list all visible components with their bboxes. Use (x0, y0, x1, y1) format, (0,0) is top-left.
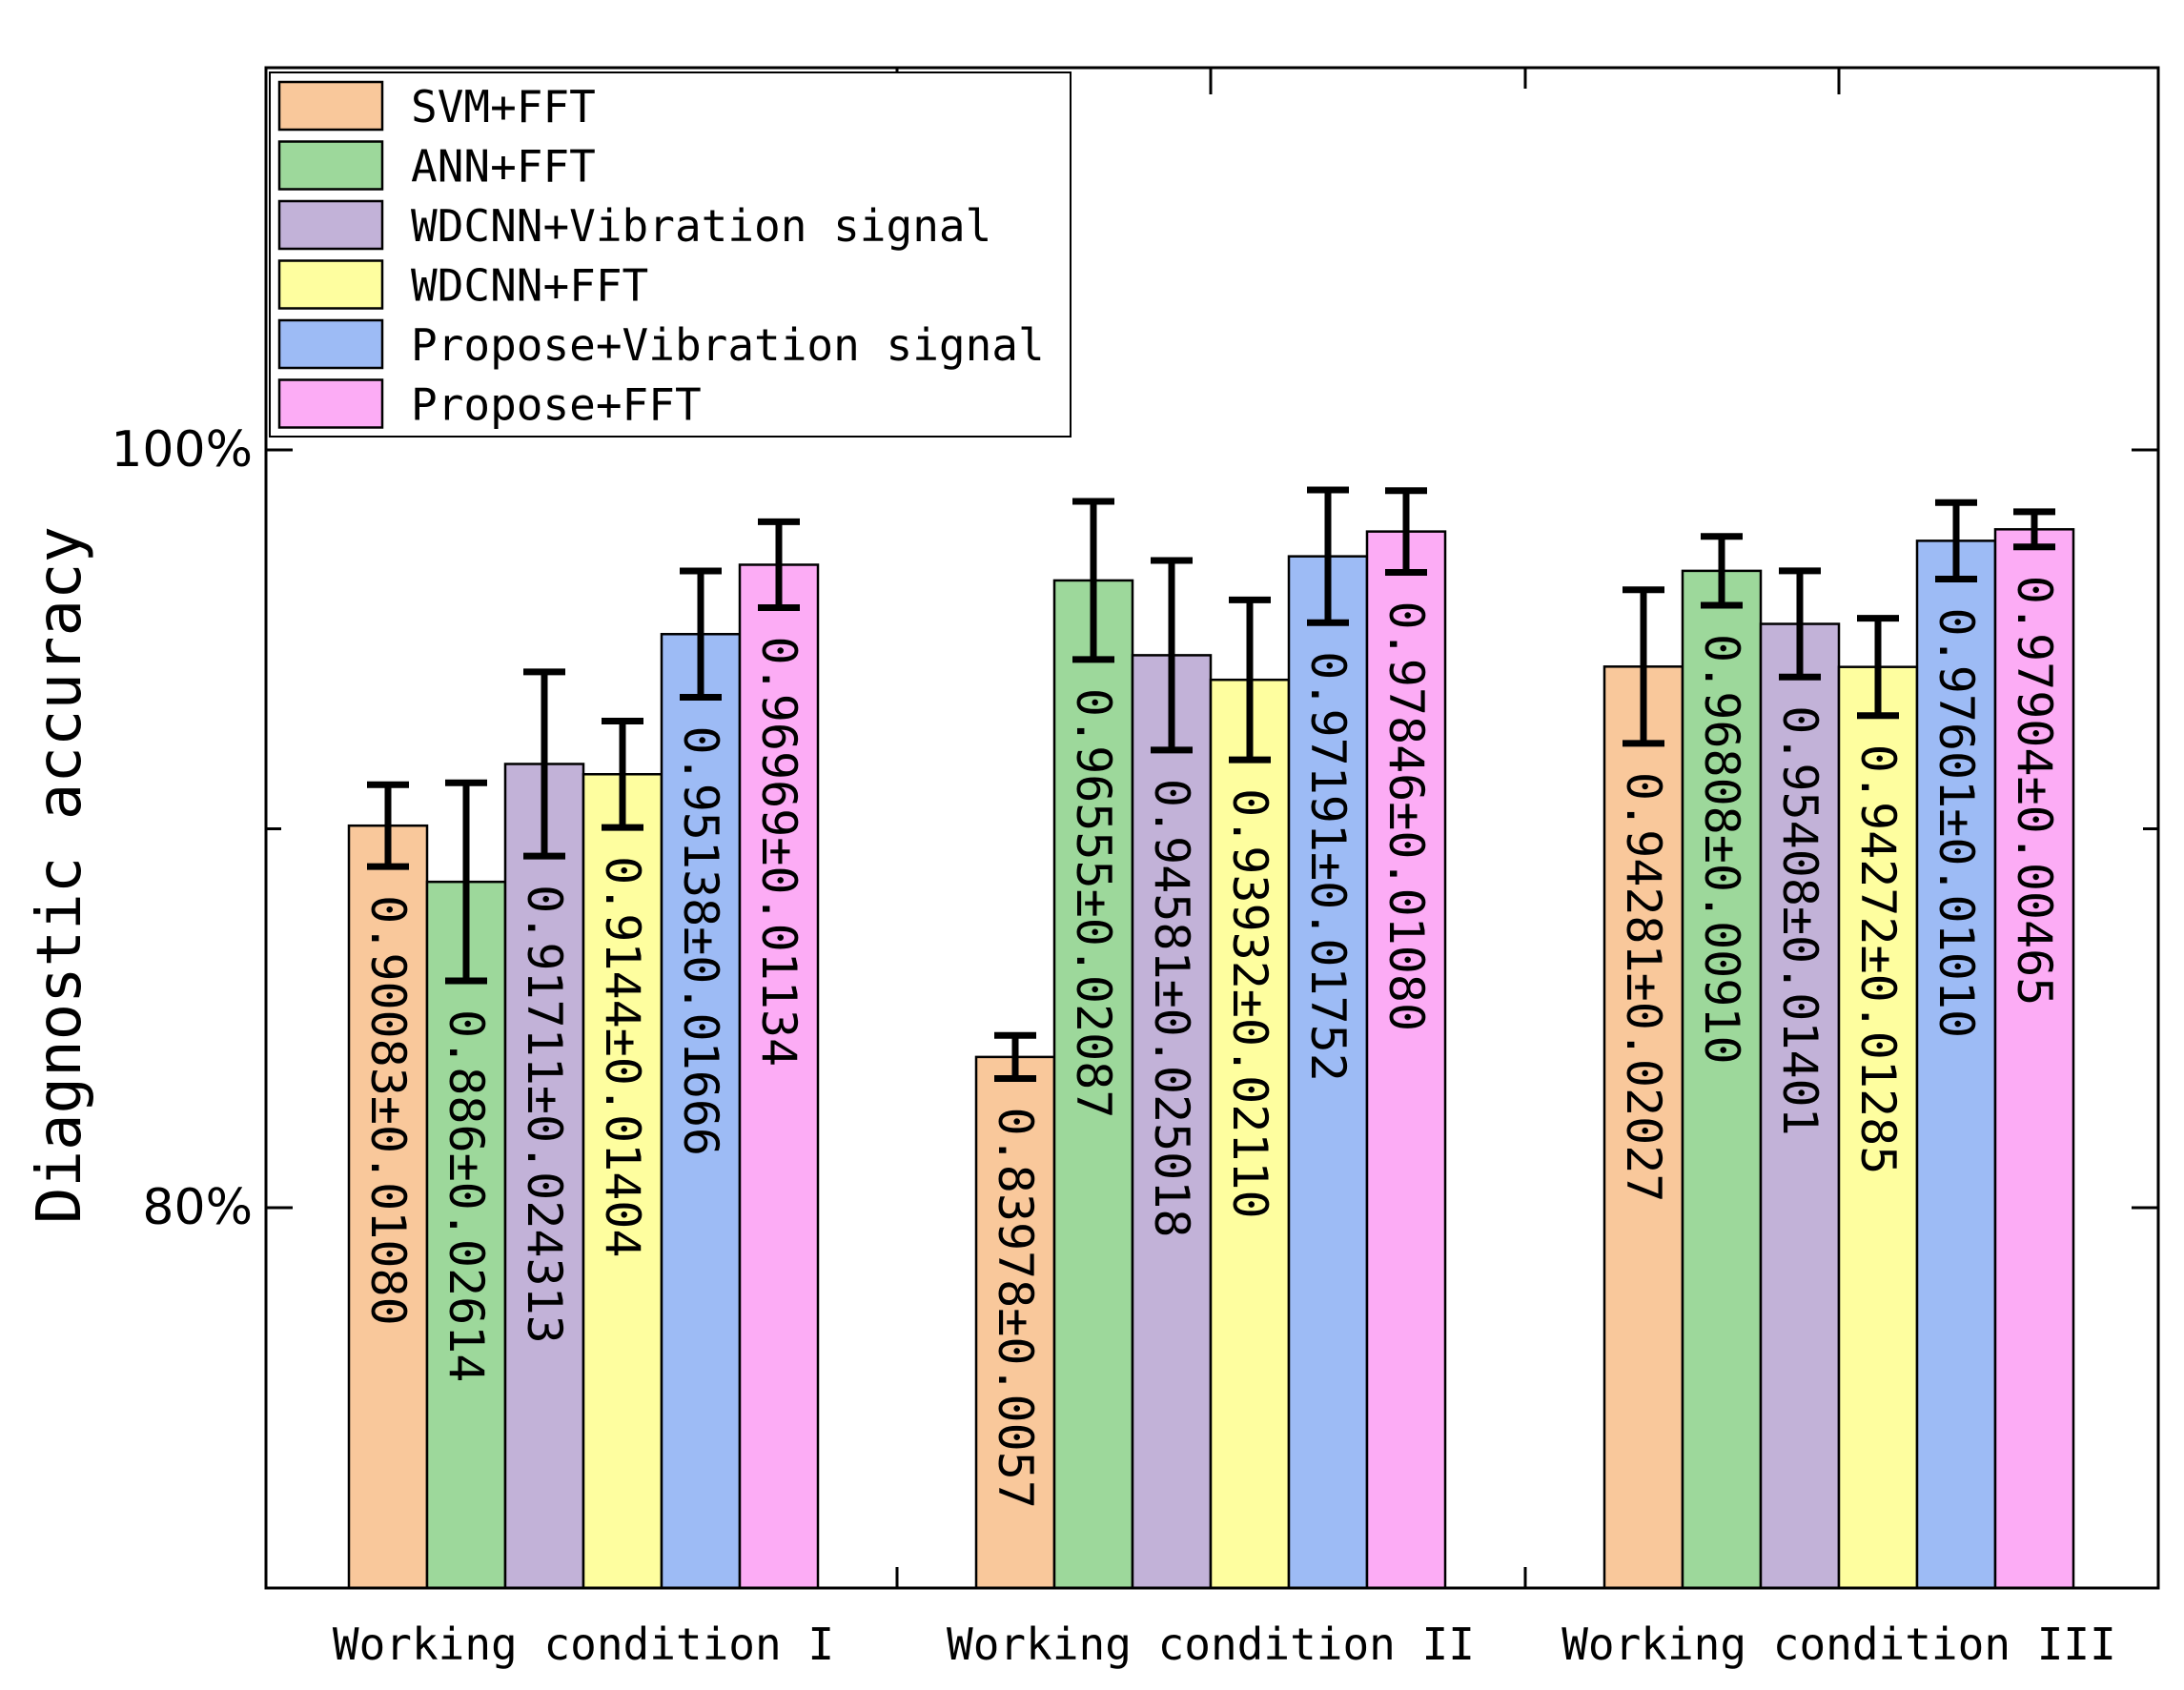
data-label: 0.96969±0.01134 (751, 637, 806, 1068)
error-bar (445, 779, 487, 985)
ticks-layer: 80% 100% (111, 68, 2158, 1588)
bar (1209, 678, 1291, 1590)
error-bar (1229, 596, 1271, 764)
bar (1052, 579, 1134, 1590)
category-label: Working condition II (947, 1619, 1475, 1670)
data-label: 0.97846±0.01080 (1378, 601, 1434, 1032)
y-tick-label: 80% (142, 1179, 253, 1236)
error-bar (602, 717, 643, 831)
legend-label: WDCNN+Vibration signal (411, 200, 991, 252)
bar (1837, 665, 1919, 1590)
legend-swatch (277, 318, 384, 370)
error-bar (1623, 586, 1664, 747)
error-bar (1857, 615, 1899, 720)
error-bar (523, 668, 565, 860)
data-label: 0.83978±0.0057 (988, 1108, 1043, 1509)
error-bar (994, 1031, 1036, 1083)
error-bar (758, 518, 800, 612)
error-bar (680, 567, 722, 701)
data-labels-layer: 0.90083±0.01080 0.886±0.02614 0.91711±0.02… (360, 576, 2062, 1509)
legend: SVM+FFT ANN+FFT WDCNN+Vibration signal WDCN… (269, 71, 1072, 438)
error-bar (367, 781, 409, 870)
data-label: 0.93932±0.02110 (1222, 788, 1277, 1219)
data-label: 0.90083±0.01080 (360, 895, 416, 1326)
error-bar (1779, 567, 1821, 681)
error-bar (1072, 498, 1114, 663)
data-label: 0.94581±0.025018 (1144, 779, 1199, 1238)
data-label: 0.96808±0.00910 (1694, 634, 1749, 1065)
legend-label: Propose+FFT (411, 379, 702, 431)
error-bar (1935, 499, 1977, 583)
category-label: Working condition III (1561, 1619, 2116, 1670)
bar (738, 563, 820, 1590)
data-label: 0.97601±0.01010 (1929, 608, 1984, 1039)
error-bar (1151, 557, 1193, 754)
y-axis-label: Diagnostic accuracy (25, 526, 95, 1224)
legend-label: ANN+FFT (411, 141, 596, 193)
bar (347, 824, 429, 1590)
legend-label: WDCNN+FFT (411, 260, 648, 312)
error-bar (1385, 487, 1427, 577)
data-label: 0.95408±0.01401 (1772, 705, 1827, 1136)
legend-box (269, 71, 1072, 438)
legend-swatch (277, 378, 384, 429)
error-bar (1307, 486, 1349, 626)
error-bars-layer (367, 486, 2055, 1083)
data-label: 0.95138±0.01666 (673, 725, 728, 1156)
legend-label: Propose+Vibration signal (411, 319, 1045, 371)
category-label: Working condition I (333, 1619, 834, 1670)
bar (1915, 540, 1997, 1590)
legend-swatch (277, 259, 384, 310)
legend-swatch (277, 80, 384, 132)
bar (425, 880, 507, 1590)
legend-swatch (277, 140, 384, 191)
legend-label: SVM+FFT (411, 81, 596, 132)
bar (1993, 528, 2075, 1590)
data-label: 0.9144±0.01404 (595, 856, 650, 1257)
data-label: 0.886±0.02614 (439, 1009, 494, 1382)
legend-swatch (277, 199, 384, 251)
data-label: 0.97904±0.00465 (2007, 576, 2062, 1007)
category-labels-layer: Working condition I Working condition II W… (333, 1619, 2116, 1670)
y-tick-label: 100% (111, 421, 253, 478)
bars-layer (347, 528, 2075, 1590)
data-label: 0.94272±0.01285 (1850, 744, 1906, 1175)
error-bar (2013, 508, 2055, 551)
bar (1365, 530, 1447, 1590)
error-bar (1701, 533, 1743, 609)
data-label: 0.96555±0.02087 (1066, 688, 1121, 1119)
data-label: 0.97191±0.01752 (1300, 651, 1356, 1082)
data-label: 0.94281±0.02027 (1616, 772, 1671, 1203)
data-label: 0.91711±0.024313 (517, 885, 572, 1344)
